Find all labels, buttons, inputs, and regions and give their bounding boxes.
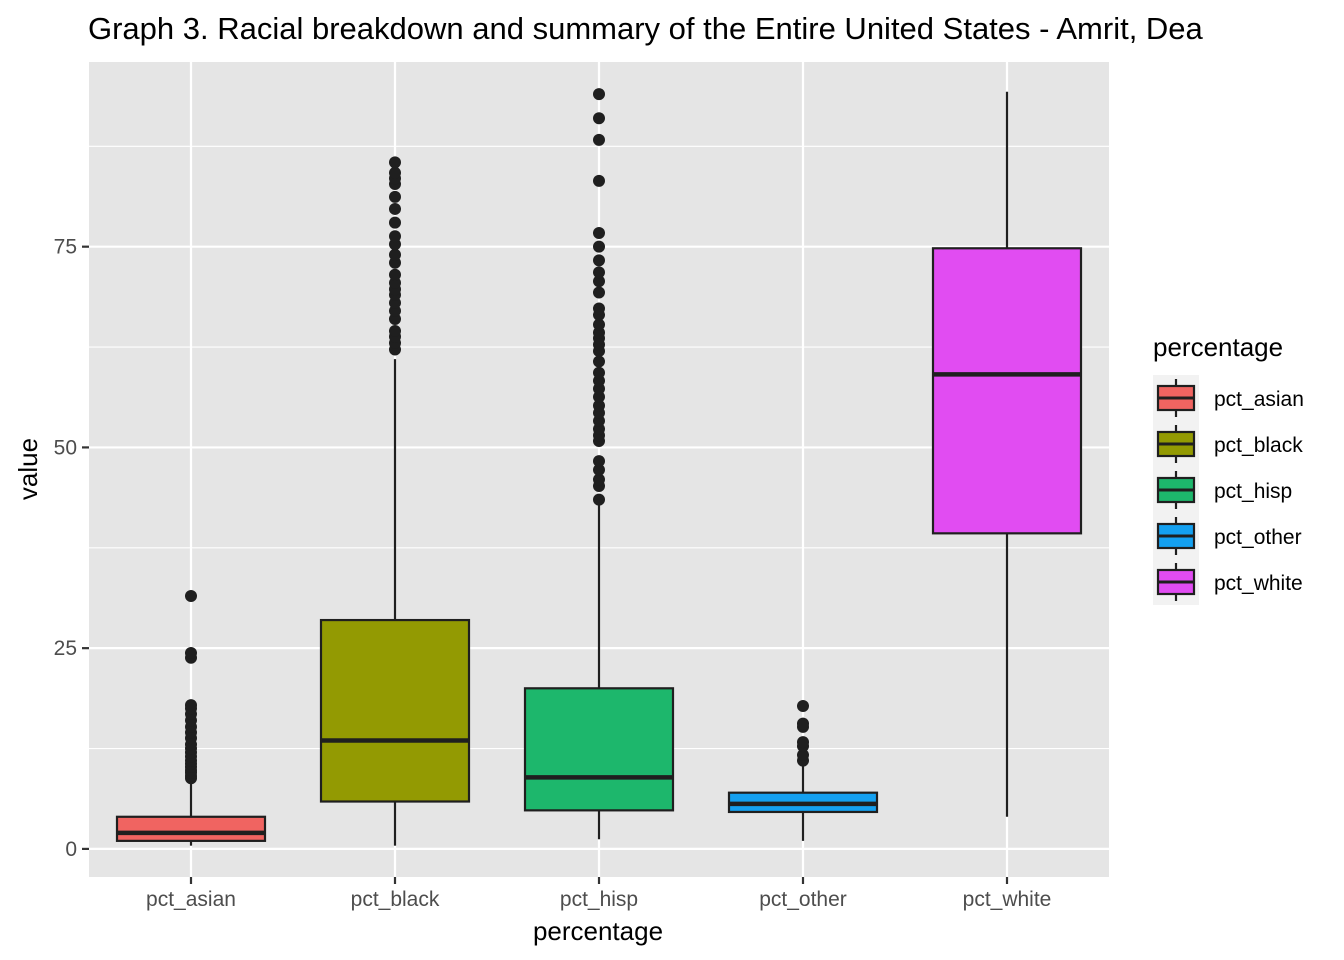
box-body xyxy=(115,815,267,842)
legend-item-pct_white: pct_white xyxy=(1153,559,1303,605)
box-pct_hisp xyxy=(523,88,675,840)
outlier-point xyxy=(593,133,605,146)
outlier-point xyxy=(389,248,401,261)
outlier-point xyxy=(797,699,809,712)
box-pct_white xyxy=(931,91,1083,817)
outlier-point xyxy=(389,190,401,203)
legend-label: pct_asian xyxy=(1214,388,1304,411)
x-tick-label: pct_other xyxy=(759,888,847,911)
chart-title: Graph 3. Racial breakdown and summary of… xyxy=(88,11,1204,46)
outlier-point xyxy=(389,324,401,337)
y-tick-label: 25 xyxy=(54,637,77,660)
x-tick-label: pct_white xyxy=(963,888,1052,911)
outlier-point xyxy=(593,286,605,299)
outlier-point xyxy=(593,318,605,331)
outlier-point xyxy=(185,699,197,712)
outlier-point xyxy=(389,230,401,243)
outlier-point xyxy=(389,202,401,215)
outlier-point xyxy=(389,166,401,179)
outlier-point xyxy=(593,88,605,101)
outlier-point xyxy=(797,736,809,749)
outlier-point xyxy=(593,227,605,240)
outlier-point xyxy=(593,463,605,476)
outlier-point xyxy=(593,174,605,187)
box-pct_asian xyxy=(115,589,267,846)
legend-label: pct_other xyxy=(1214,526,1302,549)
outlier-point xyxy=(593,302,605,315)
y-tick-label: 0 xyxy=(65,838,77,861)
outlier-point xyxy=(593,366,605,379)
plot-marks xyxy=(115,88,1083,846)
legend-item-pct_asian: pct_asian xyxy=(1153,375,1304,421)
box-pct_other xyxy=(727,699,879,841)
outlier-point xyxy=(797,748,809,761)
outlier-point xyxy=(593,275,605,288)
outlier-point xyxy=(389,268,401,281)
outlier-point xyxy=(389,156,401,169)
outlier-point xyxy=(797,717,809,730)
outlier-point xyxy=(593,493,605,506)
outlier-point xyxy=(593,355,605,368)
x-axis-title: percentage xyxy=(533,916,663,946)
legend-label: pct_black xyxy=(1214,434,1303,457)
outlier-point xyxy=(593,455,605,468)
legend-label: pct_hisp xyxy=(1214,480,1292,503)
y-axis-title: value xyxy=(13,438,43,500)
legend-item-pct_other: pct_other xyxy=(1153,513,1302,559)
outlier-point xyxy=(593,112,605,125)
x-tick-label: pct_black xyxy=(351,888,440,911)
box-body xyxy=(319,618,471,803)
outlier-point xyxy=(185,646,197,659)
legend-item-pct_black: pct_black xyxy=(1153,421,1303,467)
legend: pct_asian pct_black pct_hisp pct_other pct_w… xyxy=(1153,375,1304,605)
y-tick-label: 50 xyxy=(54,436,77,459)
outlier-point xyxy=(389,216,401,229)
box-pct_black xyxy=(319,156,471,846)
outlier-point xyxy=(593,266,605,279)
outlier-point xyxy=(593,399,605,412)
outlier-point xyxy=(593,254,605,267)
outlier-point xyxy=(185,589,197,602)
legend-item-pct_hisp: pct_hisp xyxy=(1153,467,1292,513)
x-tick-label: pct_asian xyxy=(146,888,236,911)
legend-label: pct_white xyxy=(1214,572,1303,595)
box-body xyxy=(523,687,675,812)
y-tick-label: 75 xyxy=(54,236,77,259)
outlier-point xyxy=(593,240,605,253)
box-body xyxy=(931,247,1083,535)
axes: 0 25 50 75 pct_asian pct_black pct_hisp pct_oth… xyxy=(54,236,1052,911)
legend-title: percentage xyxy=(1153,332,1283,362)
outlier-point xyxy=(593,473,605,486)
x-tick-label: pct_hisp xyxy=(560,888,638,911)
